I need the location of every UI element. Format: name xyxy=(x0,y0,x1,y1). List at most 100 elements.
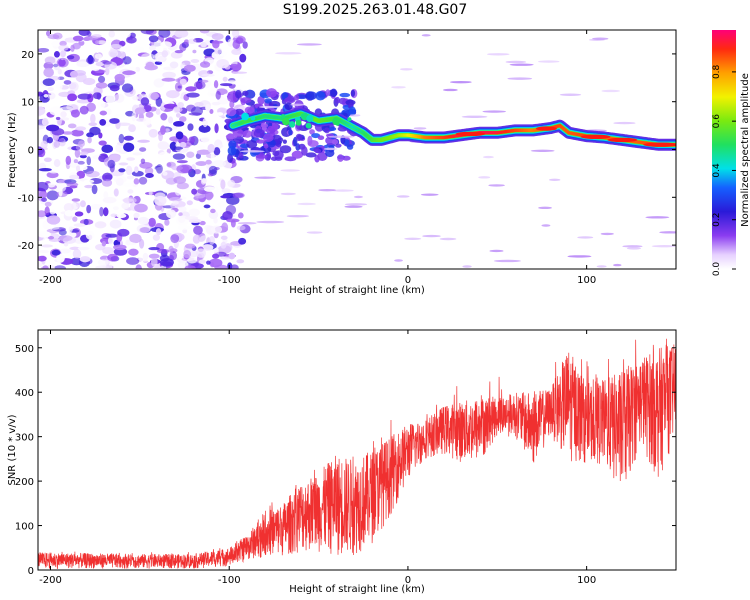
noise-blob xyxy=(235,37,244,44)
noise-blob xyxy=(69,174,80,180)
noise-blob xyxy=(158,151,171,161)
noise-blob xyxy=(53,140,60,148)
noise-blob xyxy=(160,41,172,49)
noise-blob xyxy=(66,55,75,60)
noise-blob xyxy=(325,149,335,158)
noise-blob xyxy=(131,112,137,122)
noise-blob xyxy=(162,188,172,193)
snr-frame xyxy=(37,329,677,571)
noise-blob xyxy=(145,172,154,179)
noise-blob xyxy=(255,154,268,159)
noise-blob xyxy=(244,106,255,115)
ridge-knot xyxy=(282,117,290,126)
noise-blob xyxy=(307,140,319,148)
y-tick-label: 20 xyxy=(21,50,34,61)
noise-blob xyxy=(208,165,218,175)
noise-blob xyxy=(44,56,56,65)
noise-blob xyxy=(170,234,180,244)
noise-blob xyxy=(266,151,272,161)
noise-blob xyxy=(129,233,142,244)
noise-blob xyxy=(191,188,198,195)
noise-blob xyxy=(74,211,84,217)
noise-blob xyxy=(175,131,184,140)
noise-blob xyxy=(210,225,223,234)
ridge-knot xyxy=(280,113,286,119)
noise-blob xyxy=(134,107,146,115)
noise-blob xyxy=(102,61,112,65)
faint-streak xyxy=(323,147,338,151)
noise-blob xyxy=(107,253,119,262)
ridge-peak xyxy=(607,137,638,143)
noise-blob xyxy=(91,184,98,195)
noise-blob xyxy=(110,213,118,218)
noise-blob xyxy=(117,122,131,126)
noise-blob xyxy=(102,174,108,181)
noise-blob xyxy=(337,154,344,162)
noise-blob xyxy=(211,33,224,41)
faint-streak xyxy=(626,247,642,250)
noise-blob xyxy=(137,216,150,225)
noise-blob xyxy=(328,126,337,132)
noise-blob xyxy=(77,160,85,165)
noise-blob xyxy=(225,133,238,140)
noise-blob xyxy=(59,248,72,254)
faint-streak xyxy=(488,184,505,187)
noise-blob xyxy=(262,133,274,142)
noise-blob xyxy=(73,223,86,227)
noise-blob xyxy=(71,198,81,202)
noise-blob xyxy=(301,146,308,156)
noise-blob xyxy=(188,218,202,223)
noise-blob xyxy=(145,111,154,118)
noise-blob xyxy=(53,50,60,58)
noise-blob xyxy=(76,99,91,104)
noise-blob xyxy=(199,30,210,34)
noise-blob xyxy=(188,112,202,116)
faint-streak xyxy=(422,234,441,238)
noise-blob xyxy=(238,152,244,159)
noise-blob xyxy=(208,210,219,220)
noise-blob xyxy=(77,246,90,251)
noise-blob xyxy=(177,224,191,231)
noise-blob xyxy=(102,207,109,217)
noise-blob xyxy=(158,30,171,38)
noise-blob xyxy=(184,243,196,249)
noise-blob xyxy=(95,265,110,269)
noise-blob xyxy=(217,201,226,208)
noise-blob xyxy=(212,253,220,259)
faint-streak xyxy=(530,149,555,153)
noise-blob xyxy=(148,190,153,196)
noise-blob xyxy=(204,190,214,201)
noise-blob xyxy=(295,133,303,142)
noise-blob xyxy=(121,83,134,93)
noise-blob xyxy=(38,262,43,268)
noise-blob xyxy=(48,147,59,155)
noise-blob xyxy=(256,139,265,144)
noise-blob xyxy=(257,95,265,105)
noise-blob xyxy=(92,92,102,100)
noise-blob xyxy=(79,200,86,208)
noise-blob xyxy=(221,188,231,194)
noise-blob xyxy=(235,90,242,99)
faint-streak xyxy=(396,195,410,198)
faint-streak xyxy=(577,236,594,239)
noise-blob xyxy=(105,67,110,76)
noise-blob xyxy=(59,50,67,58)
noise-blob xyxy=(85,230,95,240)
noise-blob xyxy=(72,216,78,222)
faint-streak xyxy=(462,265,472,268)
noise-blob xyxy=(234,108,244,115)
noise-blob xyxy=(148,128,158,138)
ridge-knot xyxy=(288,121,296,128)
noise-blob xyxy=(188,136,196,144)
noise-blob xyxy=(86,102,96,112)
noise-blob xyxy=(44,201,52,207)
noise-blob xyxy=(156,248,170,254)
noise-blob xyxy=(90,203,102,210)
noise-blob xyxy=(236,225,246,231)
noise-blob xyxy=(70,246,80,251)
noise-blob xyxy=(97,259,109,266)
noise-blob xyxy=(160,102,166,111)
noise-blob xyxy=(128,124,136,133)
noise-blob xyxy=(39,191,48,198)
noise-blob xyxy=(79,256,91,263)
